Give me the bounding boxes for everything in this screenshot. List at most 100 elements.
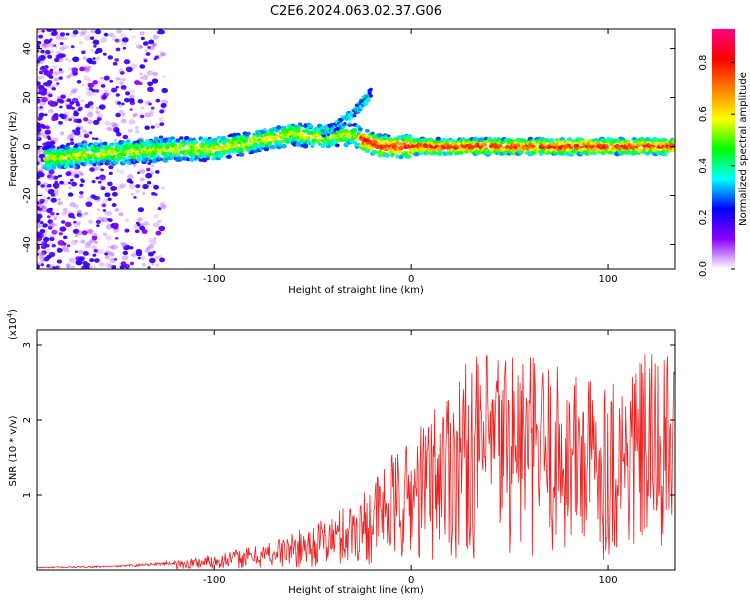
spectrogram-cell (84, 242, 92, 249)
spectrogram-cell (159, 51, 163, 55)
spectrogram-cell (267, 135, 273, 140)
spectrogram-cell (445, 138, 449, 142)
spectrogram-cell (154, 256, 159, 260)
spectrogram-cell (135, 251, 143, 257)
spectrogram-cell (71, 106, 75, 110)
spectrogram-cell (37, 221, 42, 225)
spectrogram-cell (58, 174, 63, 178)
spectrogram-cell (56, 57, 64, 63)
spectrogram-cell (47, 54, 53, 59)
spectrogram-cell (118, 169, 125, 175)
spectrogram-cell (40, 69, 47, 75)
spectrogram-cell (49, 265, 54, 269)
spectrogram-cell (134, 229, 140, 234)
spectrogram-cell (111, 203, 117, 207)
spectrogram-cell (139, 76, 143, 79)
spectrogram-cell (94, 89, 100, 93)
spectrogram-cell (175, 138, 180, 142)
spectrogram-cell (566, 137, 573, 142)
spectrogram-cell (76, 80, 82, 84)
spectrogram-cell (135, 221, 140, 225)
spectrogram-cell (221, 139, 227, 144)
spectrogram-cell (45, 125, 50, 130)
colorbar-tick-label: 0.4 (698, 158, 709, 174)
y-tick-label: 3 (22, 342, 33, 348)
spectrogram-cell (148, 251, 154, 257)
spectrogram-cell (68, 118, 73, 122)
spectrogram-cell (625, 139, 631, 144)
spectrogram-cell (89, 36, 95, 40)
x-tick-label: 0 (408, 575, 414, 586)
spectrogram-cell (105, 249, 112, 255)
spectrogram-cell (106, 154, 112, 159)
spectrogram-cell (370, 131, 375, 135)
spectrogram-cell (52, 214, 58, 219)
spectrogram-cell (630, 145, 636, 150)
spectrogram-cell (334, 143, 340, 148)
spectrogram-cell (153, 184, 160, 190)
spectrogram-cell (127, 174, 134, 180)
spectrogram-cell (39, 251, 45, 256)
spectrogram-cell (87, 101, 94, 106)
spectrogram-cell (41, 232, 48, 238)
spectrogram-cell (76, 119, 82, 124)
snr-series-line (37, 354, 675, 570)
spectrogram-cell (70, 265, 75, 269)
spectrogram-cell (41, 42, 47, 47)
spectrogram-cell (40, 184, 45, 188)
spectrogram-cell (56, 259, 63, 264)
spectrogram-cell (237, 140, 243, 145)
spectrogram-cell (130, 252, 137, 258)
spectrogram-cell (111, 87, 118, 93)
spectrogram-cell (81, 50, 86, 55)
spectrogram-x-ticks: -100 0 100 (203, 29, 618, 285)
spectrogram-cell (544, 138, 549, 142)
spectrogram-cell (58, 99, 65, 104)
spectrogram-cell (380, 139, 387, 145)
spectrogram-cell (37, 115, 40, 120)
spectrogram-cell (66, 75, 71, 79)
spectrogram-cells (37, 29, 675, 269)
spectrogram-cell (137, 217, 143, 222)
spectrogram-cell (61, 220, 66, 224)
spectrogram-cell (39, 124, 46, 129)
spectrogram-cell (45, 96, 50, 101)
spectrogram-cell (151, 78, 159, 84)
spectrogram-cell (150, 110, 154, 114)
spectrogram-cell (49, 233, 56, 239)
spectrogram-cell (100, 37, 108, 43)
spectrogram-cell (41, 204, 47, 209)
spectrogram-cell (86, 196, 94, 202)
spectrogram-cell (104, 192, 111, 198)
spectrogram-cell (47, 108, 54, 114)
spectrogram-cell (58, 232, 63, 236)
colorbar-ticks: 0.0 0.2 0.4 0.6 0.8 (698, 55, 735, 277)
spectrogram-cell (68, 212, 75, 219)
spectrogram-cell (139, 64, 146, 69)
snr-multiplier: (x104) (6, 309, 19, 340)
spectrogram-cell (63, 37, 68, 41)
spectrogram-cell (151, 262, 155, 266)
spectrogram-cell (161, 204, 167, 209)
spectrogram-cell (148, 45, 155, 51)
spectrogram-cell (158, 117, 164, 122)
spectrogram-cell (109, 245, 115, 250)
spectrogram-cell (101, 219, 105, 223)
spectrogram-cell (58, 35, 65, 41)
spectrogram-cell (84, 67, 91, 73)
spectrogram-cell (75, 220, 81, 225)
spectrogram-cell (40, 263, 44, 267)
spectrogram-cell (38, 34, 44, 39)
spectrogram-cell (617, 149, 624, 155)
spectrogram-cell (143, 221, 150, 227)
spectrogram-cell (52, 137, 59, 143)
spectrogram-cell (120, 261, 127, 267)
spectrogram-cell (72, 99, 78, 104)
spectrogram-cell (83, 143, 88, 147)
spectrogram-cell (445, 140, 450, 144)
spectrogram-cell (54, 223, 59, 227)
spectrogram-cell (83, 211, 89, 216)
spectrogram-cell (121, 140, 125, 144)
spectrogram-cell (111, 244, 119, 250)
spectrogram-cell (102, 209, 107, 212)
